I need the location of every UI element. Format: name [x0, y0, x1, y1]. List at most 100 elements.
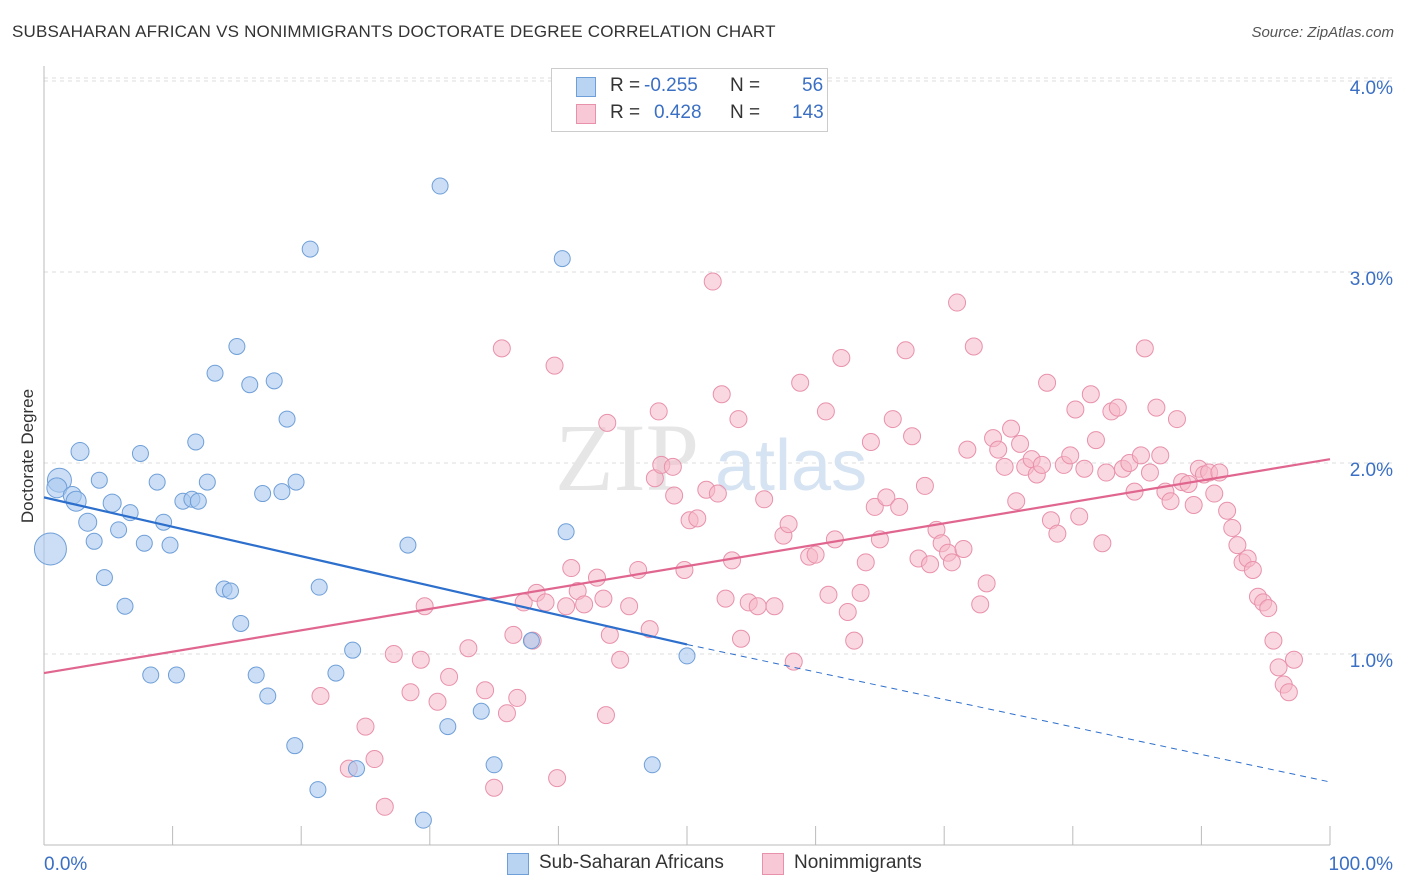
legend-r-label: R =	[610, 102, 641, 123]
subsaharan-point-48	[431, 177, 449, 195]
nonimmigrants-point-28	[587, 568, 606, 587]
nonimmigrants-point-27	[575, 595, 594, 614]
y-tick-label-0: 1.0%	[1350, 651, 1393, 672]
nonimmigrants-point-77	[896, 341, 915, 360]
nonimmigrants-point-63	[816, 402, 835, 421]
nonimmigrants-point-4	[375, 797, 394, 816]
legend-n-label: N =	[730, 102, 761, 123]
subsaharan-trendline-extension	[686, 643, 1331, 783]
nonimmigrants-point-136	[1223, 518, 1242, 537]
nonimmigrants-point-107	[1066, 400, 1085, 419]
nonimmigrants-point-49	[716, 589, 735, 608]
subsaharan-point-24	[189, 492, 207, 510]
nonimmigrants-point-104	[1048, 524, 1067, 543]
nonimmigrants-point-8	[415, 597, 434, 616]
nonimmigrants-point-66	[832, 348, 851, 367]
nonimmigrants-point-33	[611, 650, 630, 669]
subsaharan-point-33	[254, 485, 272, 503]
nonimmigrants-point-25	[562, 559, 581, 578]
x-tick-label-0: 0.0%	[44, 854, 87, 875]
nonimmigrants-point-95	[1002, 419, 1021, 438]
nonimmigrants-point-126	[1167, 410, 1186, 429]
nonimmigrants-point-21	[536, 593, 555, 612]
x-tick-label-1: 100.0%	[1329, 854, 1394, 875]
nonimmigrants-point-69	[851, 583, 870, 602]
nonimmigrants-point-97	[1011, 434, 1030, 453]
nonimmigrants-point-113	[1097, 463, 1116, 482]
watermark: ZIP atlas	[555, 404, 867, 511]
nonimmigrants-point-115	[1108, 398, 1127, 417]
nonimmigrants-point-144	[1264, 631, 1283, 650]
nonimmigrants-point-62	[806, 545, 825, 564]
subsaharan-points	[33, 177, 696, 829]
subsaharan-point-0	[33, 532, 67, 566]
nonimmigrants-point-58	[779, 515, 798, 534]
subsaharan-point-17	[148, 473, 166, 491]
subsaharan-point-55	[643, 756, 661, 774]
nonimmigrants-point-125	[1161, 492, 1180, 511]
nonimmigrants-point-85	[942, 553, 961, 572]
nonimmigrants-point-47	[703, 272, 722, 291]
subsaharan-point-41	[310, 578, 328, 596]
y-tick-label-1: 2.0%	[1350, 460, 1393, 481]
nonimmigrants-point-64	[819, 585, 838, 604]
nonimmigrants-point-7	[411, 650, 430, 669]
nonimmigrants-point-121	[1140, 463, 1159, 482]
legend-r-value: 0.428	[654, 102, 702, 123]
gridlines	[44, 77, 1395, 655]
subsaharan-point-11	[110, 521, 128, 539]
nonimmigrants-point-34	[620, 597, 639, 616]
nonimmigrants-point-36	[640, 620, 659, 639]
nonimmigrants-point-96	[1007, 492, 1026, 511]
bottom-legend-label: Sub-Saharan Africans	[539, 852, 724, 873]
nonimmigrants-point-87	[954, 539, 973, 558]
nonimmigrants-point-101	[1032, 455, 1051, 474]
subsaharan-point-40	[286, 737, 304, 755]
nonimmigrants-point-111	[1086, 431, 1105, 450]
subsaharan-point-49	[439, 718, 457, 736]
nonimmigrants-point-129	[1184, 496, 1203, 515]
nonimmigrants-point-122	[1147, 398, 1166, 417]
subsaharan-point-53	[553, 250, 571, 268]
correlation-legend: R = -0.255 N = 56 R = 0.428 N = 143	[551, 68, 828, 132]
subsaharan-point-14	[131, 444, 149, 462]
nonimmigrants-point-29	[594, 589, 613, 608]
subsaharan-point-12	[116, 597, 134, 615]
subsaharan-point-10	[102, 493, 122, 513]
axes	[43, 66, 1331, 846]
legend-swatch-pink	[576, 104, 596, 124]
nonimmigrants-point-51	[729, 410, 748, 429]
subsaharan-point-15	[135, 534, 153, 552]
nonimmigrants-point-137	[1228, 536, 1247, 555]
nonimmigrants-point-70	[856, 553, 875, 572]
nonimmigrants-point-31	[596, 706, 615, 725]
nonimmigrants-point-81	[921, 555, 940, 574]
nonimmigrants-point-80	[915, 476, 934, 495]
nonimmigrants-point-135	[1218, 501, 1237, 520]
legend-n-label: N =	[730, 75, 761, 96]
nonimmigrants-point-9	[428, 692, 447, 711]
subsaharan-point-54	[557, 523, 575, 541]
nonimmigrants-point-78	[903, 427, 922, 446]
nonimmigrants-point-145	[1269, 658, 1288, 677]
nonimmigrants-point-3	[365, 750, 384, 769]
subsaharan-point-26	[206, 364, 224, 382]
nonimmigrants-trendline	[43, 458, 1331, 675]
nonimmigrants-point-0	[311, 687, 330, 706]
subsaharan-point-35	[265, 372, 283, 390]
subsaharan-point-45	[347, 760, 365, 778]
nonimmigrants-point-67	[838, 602, 857, 621]
nonimmigrants-point-52	[732, 629, 751, 648]
nonimmigrants-point-109	[1075, 459, 1094, 478]
subsaharan-point-39	[301, 240, 319, 258]
subsaharan-point-9	[95, 569, 113, 587]
subsaharan-point-37	[278, 410, 296, 428]
subsaharan-point-19	[161, 536, 179, 554]
nonimmigrants-point-15	[497, 704, 516, 723]
nonimmigrants-point-133	[1205, 484, 1224, 503]
nonimmigrants-point-42	[675, 560, 694, 579]
legend-r-label: R =	[610, 75, 641, 96]
nonimmigrants-point-2	[356, 717, 375, 736]
nonimmigrants-point-110	[1081, 385, 1100, 404]
y-tick-label-3: 4.0%	[1350, 78, 1393, 99]
